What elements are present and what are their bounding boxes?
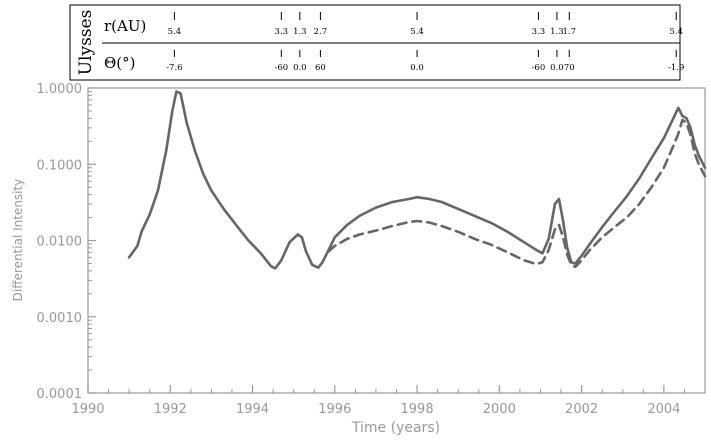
theta-value: 0.0 bbox=[550, 63, 564, 73]
x-tick-label: 2004 bbox=[647, 402, 680, 417]
y-tick-label: 1.0000 bbox=[37, 82, 83, 97]
x-axis-label: Time (years) bbox=[351, 420, 440, 436]
theta-label: Θ(°) bbox=[104, 54, 136, 72]
series-layer bbox=[127, 90, 707, 270]
r-value: 5.4 bbox=[410, 27, 424, 37]
r-value: 3.3 bbox=[275, 27, 289, 37]
theta-value: -1.9 bbox=[668, 63, 684, 73]
theta-value: 0.0 bbox=[293, 63, 307, 73]
r-value: 1.3 bbox=[293, 27, 307, 37]
r-value: 1.7 bbox=[562, 27, 576, 37]
r-label: r(AU) bbox=[104, 17, 146, 35]
y-axis-label: Differential Intensity bbox=[11, 179, 25, 302]
theta-value: 0.0 bbox=[410, 63, 424, 73]
y-tick-label: 0.0001 bbox=[37, 387, 83, 402]
dashed-series-line bbox=[327, 118, 707, 269]
plot-frame bbox=[87, 87, 706, 394]
x-tick-label: 1996 bbox=[318, 402, 351, 417]
spacecraft-label: Ulysses bbox=[76, 10, 96, 76]
x-tick-label: 1998 bbox=[401, 402, 434, 417]
y-axis: 0.0001 0.0010 0.0100 0.1000 1.0000 bbox=[37, 82, 96, 402]
x-tick-label: 1994 bbox=[236, 402, 269, 417]
x-tick-label: 2000 bbox=[483, 402, 516, 417]
y-tick-label: 0.0010 bbox=[37, 311, 83, 326]
y-tick-label: 0.0100 bbox=[37, 235, 83, 250]
r-value: 5.4 bbox=[669, 27, 683, 37]
x-axis: 1990 1992 1994 1996 1998 2000 2002 2004 bbox=[71, 385, 706, 417]
theta-value: 70 bbox=[564, 63, 575, 73]
theta-value: -60 bbox=[532, 63, 546, 73]
y-tick-label: 0.1000 bbox=[37, 158, 83, 173]
r-value: 5.4 bbox=[168, 27, 182, 37]
header-markers: 5.4 -7.6 3.3 -60 1.3 0.0 2.7 60 5.4 0.0 3.3 -60 1.3 0… bbox=[166, 12, 684, 73]
r-value: 1.3 bbox=[550, 27, 564, 37]
x-tick-label: 1990 bbox=[71, 402, 104, 417]
theta-value: 60 bbox=[315, 63, 326, 73]
theta-value: -7.6 bbox=[166, 63, 182, 73]
r-value: 3.3 bbox=[532, 27, 546, 37]
solid-series-line bbox=[127, 90, 707, 270]
x-tick-label: 2002 bbox=[565, 402, 598, 417]
r-value: 2.7 bbox=[314, 27, 328, 37]
theta-value: -60 bbox=[274, 63, 288, 73]
ulysses-header-table: Ulysses r(AU) Θ(°) 5.4 -7.6 3.3 -60 1.3 0.0 2.… bbox=[69, 4, 684, 81]
x-tick-label: 1992 bbox=[154, 402, 187, 417]
